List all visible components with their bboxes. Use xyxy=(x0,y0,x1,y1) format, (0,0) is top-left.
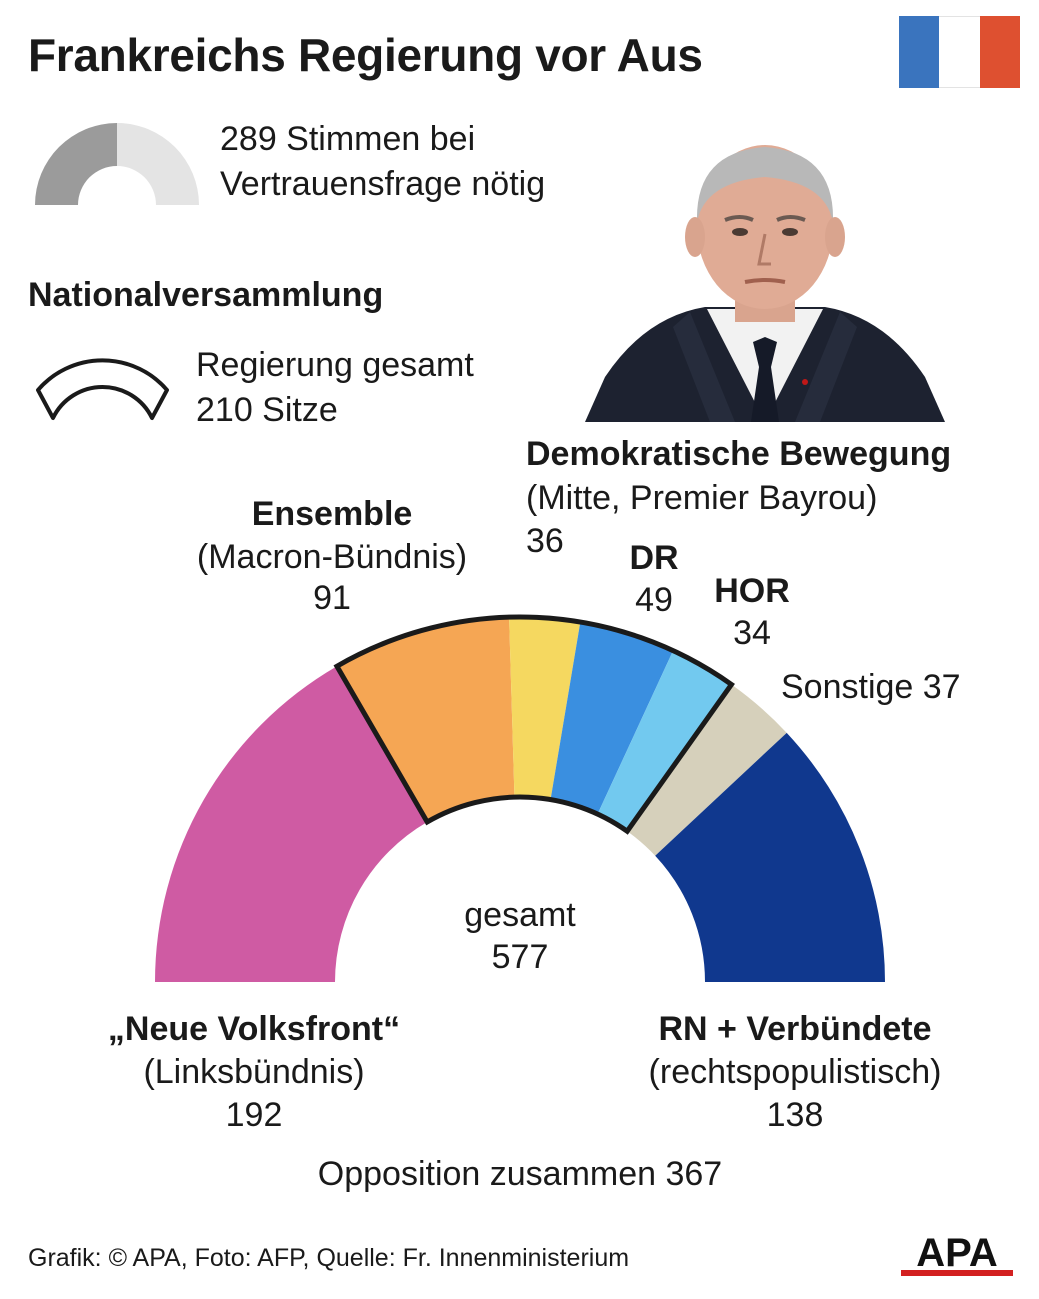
label-total-value: 577 xyxy=(491,938,549,976)
majority-note-line2: Vertrauensfrage nötig xyxy=(220,165,546,203)
label-dr-seats: 49 xyxy=(635,581,673,619)
label-ensemble-name: Ensemble xyxy=(251,495,413,533)
prime-minister-photo xyxy=(585,145,945,422)
majority-half-circle-icon xyxy=(35,123,199,205)
label-hor-seats: 34 xyxy=(733,614,771,652)
label-demokratische-seats: 36 xyxy=(526,522,564,560)
label-rn-seats: 138 xyxy=(766,1096,824,1134)
flag-stripe-red xyxy=(979,16,1020,88)
segment-neue-volksfront xyxy=(155,666,428,982)
segment-rn-verb-ndete xyxy=(655,732,886,982)
label-sonstige: Sonstige 37 xyxy=(781,668,961,706)
page-title: Frankreichs Regierung vor Aus xyxy=(28,29,703,81)
label-demokratische-name: Demokratische Bewegung xyxy=(526,435,952,473)
segment-sonstige xyxy=(627,684,787,856)
label-demokratische-desc: (Mitte, Premier Bayrou) xyxy=(526,479,878,517)
label-ensemble-seats: 91 xyxy=(313,579,351,617)
flag-stripe-white xyxy=(939,16,980,88)
label-rn-desc: (rechtspopulistisch) xyxy=(648,1053,942,1091)
segment-dr xyxy=(550,622,674,815)
segment-hor xyxy=(597,650,732,832)
label-total-caption: gesamt xyxy=(464,896,576,934)
svg-text:APA: APA xyxy=(916,1231,997,1275)
flag-stripe-blue xyxy=(899,16,940,88)
segment-ensemble xyxy=(336,617,515,822)
label-nfp-desc: (Linksbündnis) xyxy=(143,1053,365,1091)
government-coalition-outline xyxy=(333,614,735,835)
government-arc-icon xyxy=(36,358,169,420)
label-hor-name: HOR xyxy=(714,572,790,610)
label-rn-name: RN + Verbündete xyxy=(658,1010,932,1048)
assembly-heading: Nationalversammlung xyxy=(28,276,384,314)
french-flag-icon xyxy=(899,16,1020,88)
majority-note-line1: 289 Stimmen bei xyxy=(220,120,476,158)
government-note-line1: Regierung gesamt xyxy=(196,346,474,384)
segment-demokratische-bewegung xyxy=(509,617,581,800)
label-dr-name: DR xyxy=(629,539,679,577)
government-note-line2: 210 Sitze xyxy=(196,391,338,429)
label-opposition-total: Opposition zusammen 367 xyxy=(317,1155,723,1193)
label-ensemble-desc: (Macron-Bündnis) xyxy=(196,538,468,576)
apa-logo: APA xyxy=(901,1231,1013,1276)
label-nfp-name: „Neue Volksfront“ xyxy=(107,1010,401,1048)
source-credit: Grafik: © APA, Foto: AFP, Quelle: Fr. In… xyxy=(28,1244,630,1272)
label-nfp-seats: 192 xyxy=(225,1096,283,1134)
